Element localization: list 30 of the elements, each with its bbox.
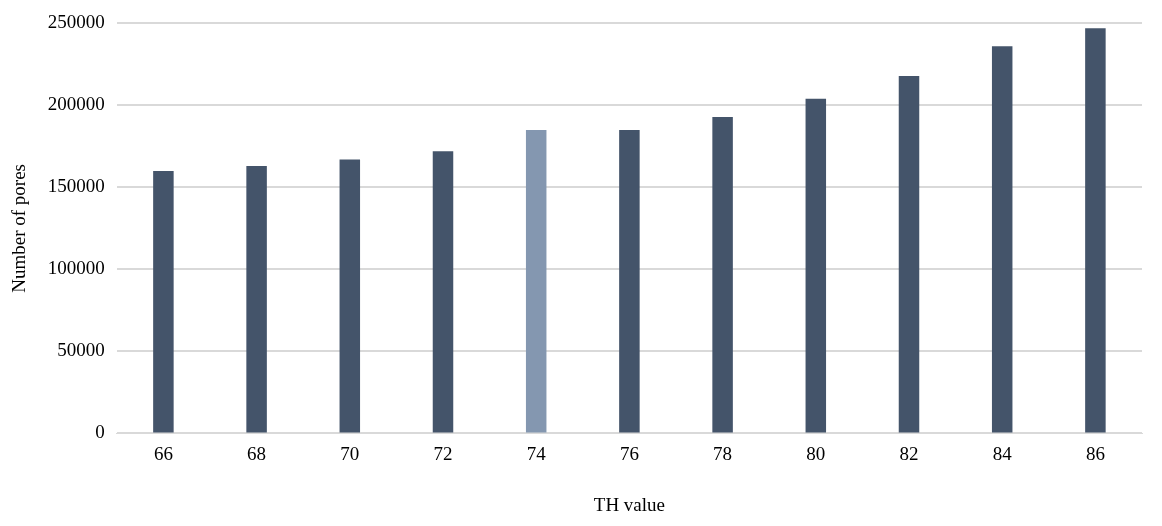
x-tick-label: 82 bbox=[899, 442, 919, 464]
x-tick-label: 76 bbox=[619, 442, 639, 464]
bar bbox=[805, 98, 827, 433]
x-tick-label: 78 bbox=[713, 442, 733, 464]
bar bbox=[1085, 28, 1106, 433]
bar bbox=[432, 151, 454, 433]
bar bbox=[991, 46, 1013, 433]
x-axis-title: TH value bbox=[593, 493, 666, 515]
x-tick-label: 66 bbox=[153, 442, 173, 464]
y-tick-label: 200000 bbox=[47, 93, 105, 115]
bar bbox=[525, 130, 547, 433]
y-tick-label: 50000 bbox=[57, 339, 105, 361]
x-tick-label: 72 bbox=[433, 442, 453, 464]
x-tick-label: 80 bbox=[806, 442, 826, 464]
bar bbox=[339, 159, 361, 433]
bar bbox=[898, 75, 920, 433]
bar bbox=[712, 116, 733, 433]
x-tick-label: 74 bbox=[526, 442, 547, 464]
x-tick-label: 70 bbox=[340, 442, 360, 464]
y-axis-title: Number of pores bbox=[8, 164, 30, 293]
y-tick-label: 0 bbox=[95, 421, 105, 443]
x-tick-label: 68 bbox=[247, 442, 267, 464]
y-tick-label: 250000 bbox=[47, 11, 105, 33]
bar bbox=[619, 130, 640, 433]
bar bbox=[153, 171, 174, 433]
x-tick-label: 86 bbox=[1085, 442, 1105, 464]
y-tick-label: 150000 bbox=[47, 175, 105, 197]
bar bbox=[246, 166, 267, 433]
y-tick-label: 100000 bbox=[47, 257, 105, 279]
x-tick-label: 84 bbox=[992, 442, 1013, 464]
